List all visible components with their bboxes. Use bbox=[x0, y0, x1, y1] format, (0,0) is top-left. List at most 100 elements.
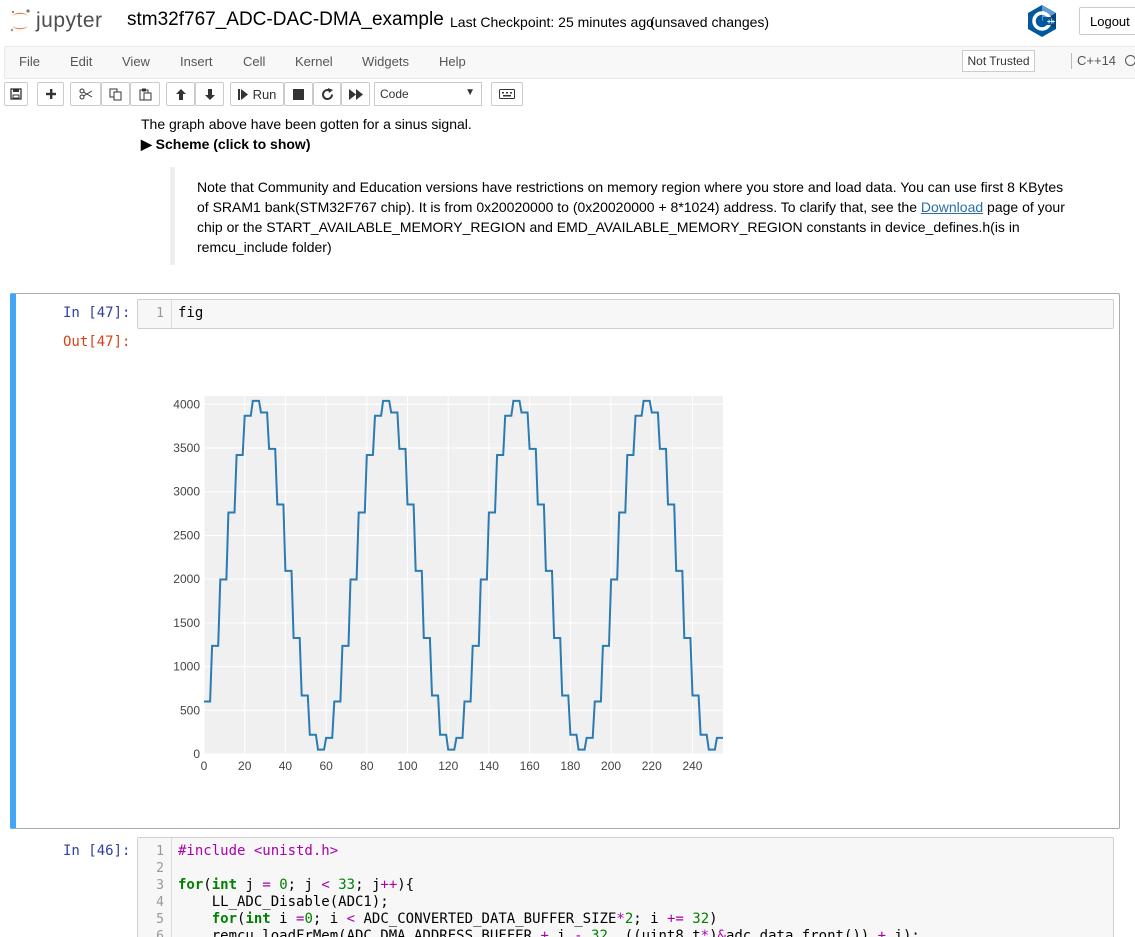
series-line-adc bbox=[204, 399, 723, 751]
cell47-in-prompt: In [47]: bbox=[63, 305, 131, 321]
plot-area bbox=[204, 396, 723, 754]
run-button-label: Run bbox=[252, 86, 277, 102]
code-line-4: LL_ADC_Disable(ADC1); bbox=[178, 894, 389, 910]
logout-button[interactable]: Logout bbox=[1079, 7, 1135, 35]
arrow-up-icon bbox=[175, 88, 186, 100]
cell-type-select[interactable]: Code ▼ bbox=[374, 82, 482, 106]
notebook-container: The graph above have been gotten for a s… bbox=[0, 111, 1135, 937]
menu-cell[interactable]: Cell bbox=[243, 54, 266, 69]
paste-icon bbox=[139, 88, 151, 100]
note-blockquote: Note that Community and Education versio… bbox=[170, 167, 1075, 265]
fast-forward-icon bbox=[348, 88, 363, 100]
x-tick-label: 20 bbox=[238, 759, 252, 772]
stop-icon bbox=[293, 88, 304, 100]
move-down-button[interactable] bbox=[195, 82, 224, 106]
note-text-part2: page of your chip or the START_AVAILABLE… bbox=[197, 199, 1065, 255]
cell47-out-prompt: Out[47]: bbox=[63, 334, 131, 350]
x-tick-label: 40 bbox=[279, 759, 293, 772]
jupyter-logo-text: jupyter bbox=[36, 9, 103, 32]
menu-view[interactable]: View bbox=[122, 54, 150, 69]
restart-icon bbox=[321, 87, 333, 100]
copy-button[interactable] bbox=[101, 82, 130, 106]
code-line-1: #include <unistd.h> bbox=[178, 843, 339, 859]
y-tick-label: 500 bbox=[180, 703, 200, 717]
menu-help[interactable]: Help bbox=[439, 54, 466, 69]
restart-kernel-button[interactable] bbox=[313, 82, 341, 106]
menu-edit[interactable]: Edit bbox=[70, 54, 93, 69]
cell47-gutter: 1 bbox=[138, 300, 172, 328]
svg-text:+: + bbox=[1047, 19, 1051, 26]
cut-button[interactable] bbox=[70, 82, 101, 106]
svg-text:+: + bbox=[1051, 19, 1055, 26]
save-button[interactable] bbox=[4, 82, 28, 106]
keyboard-icon bbox=[499, 89, 515, 99]
cell-type-value: Code bbox=[380, 87, 409, 101]
x-tick-label: 100 bbox=[398, 759, 418, 772]
note-text-part1: Note that Community and Education versio… bbox=[197, 179, 1064, 215]
plus-icon bbox=[45, 89, 56, 99]
line-number: 1 bbox=[156, 844, 164, 859]
cell47-code: fig bbox=[178, 305, 204, 321]
code-line-6: remcu_loadFrMem(ADC_DMA_ADDRESS_BUFFER +… bbox=[178, 928, 920, 937]
interrupt-button[interactable] bbox=[284, 82, 313, 106]
x-axis-ticks: 0 20 40 60 80 100 120 140 160 180 200 220 240 bbox=[201, 759, 703, 772]
markdown-text: The graph above have been gotten for a s… bbox=[141, 116, 472, 132]
copy-icon bbox=[109, 88, 122, 100]
notebook-name[interactable]: stm32f767_ADC-DAC-DMA_example bbox=[127, 9, 444, 30]
kernel-idle-indicator bbox=[1125, 55, 1135, 66]
line-number: 4 bbox=[156, 895, 164, 910]
cell47-editor[interactable]: 1 fig bbox=[137, 299, 1114, 329]
x-tick-label: 240 bbox=[682, 759, 702, 772]
adc-line-chart[interactable]: 0 500 1000 1500 2000 2500 3000 3500 4000 0 20 40 60… bbox=[148, 392, 738, 772]
command-palette-button[interactable] bbox=[491, 82, 523, 106]
insert-cell-button[interactable] bbox=[37, 82, 64, 106]
download-link[interactable]: Download bbox=[920, 199, 984, 215]
menu-insert[interactable]: Insert bbox=[180, 54, 213, 69]
jupyter-logo[interactable]: jupyter bbox=[8, 6, 103, 36]
x-tick-label: 180 bbox=[560, 759, 580, 772]
y-tick-label: 3000 bbox=[173, 485, 200, 499]
menu-kernel[interactable]: Kernel bbox=[295, 54, 333, 69]
notebook-header: jupyter stm32f767_ADC-DAC-DMA_example La… bbox=[0, 0, 1135, 112]
y-tick-label: 4000 bbox=[173, 397, 200, 411]
checkpoint-status: Last Checkpoint: 25 minutes ago bbox=[450, 14, 654, 30]
scissors-icon bbox=[79, 88, 92, 100]
kernel-name: C++14 bbox=[1077, 53, 1117, 68]
run-button[interactable]: Run bbox=[230, 82, 284, 106]
x-tick-label: 200 bbox=[601, 759, 621, 772]
kernel-separator bbox=[1071, 53, 1072, 69]
not-trusted-button[interactable]: Not Trusted bbox=[962, 50, 1035, 72]
y-tick-label: 3500 bbox=[173, 441, 200, 455]
y-tick-label: 2000 bbox=[173, 572, 200, 586]
move-up-button[interactable] bbox=[166, 82, 195, 106]
line-number: 2 bbox=[156, 861, 164, 876]
x-tick-label: 120 bbox=[438, 759, 458, 772]
line-number: 1 bbox=[156, 306, 164, 321]
scheme-details-summary[interactable]: ▶ Scheme (click to show) bbox=[141, 136, 311, 152]
code-line-5: for(int i =0; i < ADC_CONVERTED_DATA_BUF… bbox=[211, 911, 718, 927]
save-icon bbox=[10, 88, 22, 100]
paste-button[interactable] bbox=[130, 82, 160, 106]
cell46-in-prompt: In [46]: bbox=[63, 843, 131, 859]
cell46-gutter: 1 2 3 4 5 6 bbox=[138, 838, 172, 937]
menu-widgets[interactable]: Widgets bbox=[362, 54, 409, 69]
line-number: 6 bbox=[156, 929, 164, 937]
jupyter-logo-icon bbox=[10, 9, 30, 32]
y-tick-label: 1000 bbox=[173, 660, 200, 674]
y-tick-label: 0 bbox=[193, 747, 200, 761]
line-number: 3 bbox=[156, 878, 164, 893]
x-tick-label: 0 bbox=[201, 759, 208, 772]
caret-down-icon: ▼ bbox=[465, 87, 475, 98]
note-text: Note that Community and Education versio… bbox=[197, 177, 1077, 257]
line-number: 5 bbox=[156, 912, 164, 927]
step-forward-icon bbox=[237, 88, 248, 100]
menu-file[interactable]: File bbox=[19, 54, 40, 69]
autosave-status: (unsaved changes) bbox=[650, 14, 770, 30]
menubar: File Edit View Insert Cell Kernel Widget… bbox=[4, 46, 1135, 79]
y-axis-ticks: 0 500 1000 1500 2000 2500 3000 3500 4000 bbox=[173, 397, 200, 761]
code-line-3: for(int j = 0; j < 33; j++){ bbox=[178, 877, 415, 893]
y-tick-label: 1500 bbox=[173, 616, 200, 630]
restart-run-all-button[interactable] bbox=[341, 82, 370, 106]
y-tick-label: 2500 bbox=[173, 528, 200, 542]
cell46-editor[interactable]: 1 2 3 4 5 6 #include <unistd.h> for(int … bbox=[137, 837, 1114, 937]
